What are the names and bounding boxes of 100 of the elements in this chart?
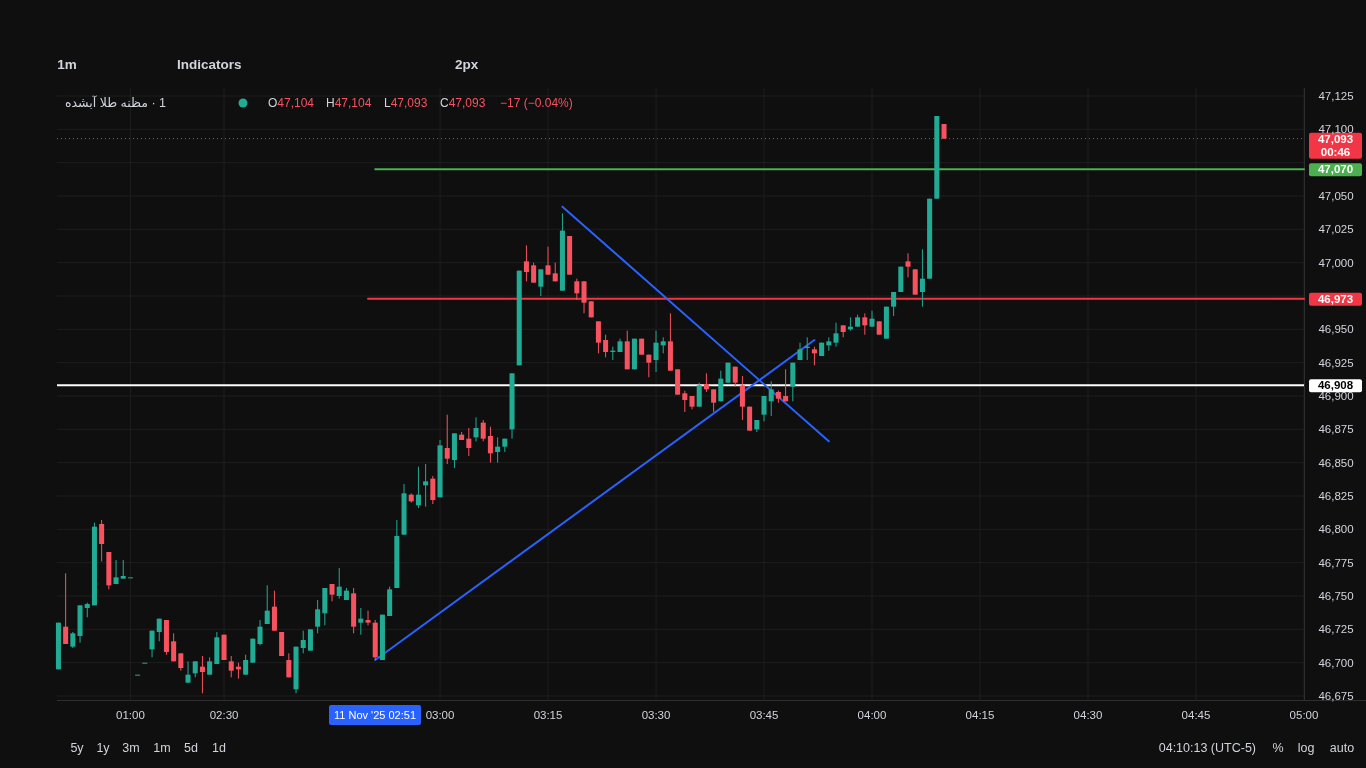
candlestick bbox=[473, 416, 479, 442]
candlestick bbox=[739, 375, 745, 421]
candlestick bbox=[365, 610, 371, 626]
x-tick-label: 05:00 bbox=[1289, 709, 1319, 721]
y-tick-label: 47,025 bbox=[1318, 223, 1354, 236]
text: 5d bbox=[184, 741, 198, 755]
text: 1y bbox=[96, 741, 111, 755]
candlestick bbox=[905, 252, 911, 278]
candlestick bbox=[545, 246, 551, 276]
candlestick bbox=[538, 268, 544, 297]
y-tick-label: 46,800 bbox=[1318, 523, 1354, 536]
text: 1m bbox=[153, 741, 171, 755]
x-tick-label: 04:15 bbox=[965, 709, 995, 721]
candlestick bbox=[149, 630, 155, 658]
text: auto bbox=[1329, 741, 1355, 755]
text: log bbox=[1297, 741, 1315, 755]
candlestick bbox=[199, 655, 205, 694]
candlestick bbox=[480, 419, 486, 442]
y-tick-label: 46,700 bbox=[1318, 656, 1354, 669]
candlestick bbox=[307, 628, 313, 652]
y-tick-label: 47,050 bbox=[1318, 190, 1354, 202]
candlestick bbox=[271, 590, 277, 632]
candlestick bbox=[415, 466, 421, 509]
annotation: H47,104 bbox=[326, 96, 372, 110]
text: 3m bbox=[122, 741, 140, 755]
candlestick bbox=[703, 372, 709, 393]
candlestick bbox=[264, 584, 270, 625]
candlestick bbox=[682, 390, 688, 413]
candlestick bbox=[171, 632, 177, 662]
y-tick-label: 46,775 bbox=[1318, 556, 1354, 569]
candlestick bbox=[869, 310, 875, 328]
x-tick-label: 03:00 bbox=[425, 709, 455, 721]
y-tick-label: 47,125 bbox=[1318, 90, 1354, 102]
candlestick bbox=[487, 426, 493, 464]
y-tick-label: 46,825 bbox=[1318, 490, 1354, 502]
candlestick bbox=[228, 655, 234, 678]
candlestick bbox=[718, 370, 724, 402]
candlestick bbox=[185, 660, 191, 684]
y-tick-label: 46,875 bbox=[1318, 423, 1354, 436]
ref-line-label: 46,908 bbox=[1317, 379, 1354, 392]
candlestick bbox=[120, 559, 126, 580]
y-tick-label: 46,675 bbox=[1318, 690, 1354, 702]
x-tick-label: 03:15 bbox=[533, 709, 563, 721]
candlestick bbox=[595, 320, 601, 354]
x-tick-label: 02:30 bbox=[209, 709, 239, 721]
candlestick bbox=[919, 248, 925, 308]
candlestick bbox=[300, 630, 306, 654]
text: 5y bbox=[70, 741, 85, 755]
candlestick bbox=[444, 414, 450, 465]
text: 11 Nov '25 02:51 bbox=[333, 709, 417, 721]
text: 2px bbox=[455, 56, 479, 72]
candlestick bbox=[466, 427, 472, 457]
text: Indicators bbox=[177, 56, 242, 72]
candlestick bbox=[523, 244, 529, 282]
x-tick-label: 01:00 bbox=[116, 709, 145, 721]
x-tick-label: 03:30 bbox=[641, 709, 671, 721]
x-tick-label: 03:45 bbox=[749, 709, 779, 721]
candlestick bbox=[243, 654, 249, 676]
candlestick bbox=[581, 280, 587, 314]
candlestick bbox=[761, 395, 767, 422]
candlestick bbox=[336, 567, 342, 600]
candlestick bbox=[862, 312, 868, 336]
x-tick-label: 04:45 bbox=[1181, 709, 1211, 721]
candlestick bbox=[696, 382, 702, 408]
candlestick bbox=[833, 322, 839, 348]
annotation: L47,093 bbox=[384, 96, 428, 110]
candlestick bbox=[811, 346, 817, 366]
candlestick bbox=[783, 368, 789, 402]
candlestick bbox=[358, 607, 364, 636]
y-tick-label: 46,725 bbox=[1318, 623, 1354, 636]
y-tick-label: 46,950 bbox=[1318, 323, 1354, 336]
data-label: 46,973 bbox=[1317, 292, 1354, 305]
candlestick bbox=[711, 388, 717, 413]
candlestick bbox=[99, 519, 105, 562]
candlestick bbox=[603, 334, 609, 358]
y-tick-label: 46,850 bbox=[1318, 456, 1354, 469]
x-tick-label: 04:30 bbox=[1073, 709, 1103, 721]
text: 1 · مظنه طلا آبشده bbox=[65, 95, 167, 110]
x-tick-label: 04:00 bbox=[857, 709, 887, 721]
candlestick bbox=[257, 619, 263, 646]
candlestick bbox=[891, 291, 897, 317]
candlestick bbox=[430, 475, 436, 505]
data-label: 47,070 bbox=[1317, 163, 1354, 176]
annotation: O47,104 bbox=[268, 96, 315, 110]
y-tick-label: 46,925 bbox=[1318, 356, 1354, 369]
text: 04:10:13 (UTC-5) bbox=[1158, 741, 1256, 755]
candlestick bbox=[768, 380, 774, 417]
candlestick bbox=[653, 330, 659, 373]
annotation: C47,093 bbox=[440, 96, 486, 110]
candlestick bbox=[574, 278, 580, 301]
candlestick bbox=[495, 436, 501, 464]
candlestick bbox=[315, 599, 321, 634]
text: % bbox=[1272, 741, 1284, 755]
text: 1m bbox=[57, 56, 77, 72]
candlestick bbox=[63, 572, 69, 645]
annotation: −17 (−0.04%) bbox=[500, 96, 573, 110]
candlestick bbox=[423, 463, 429, 508]
text: 1d bbox=[212, 741, 226, 755]
y-tick-label: 47,000 bbox=[1318, 256, 1354, 269]
y-tick-label: 46,750 bbox=[1318, 590, 1354, 602]
